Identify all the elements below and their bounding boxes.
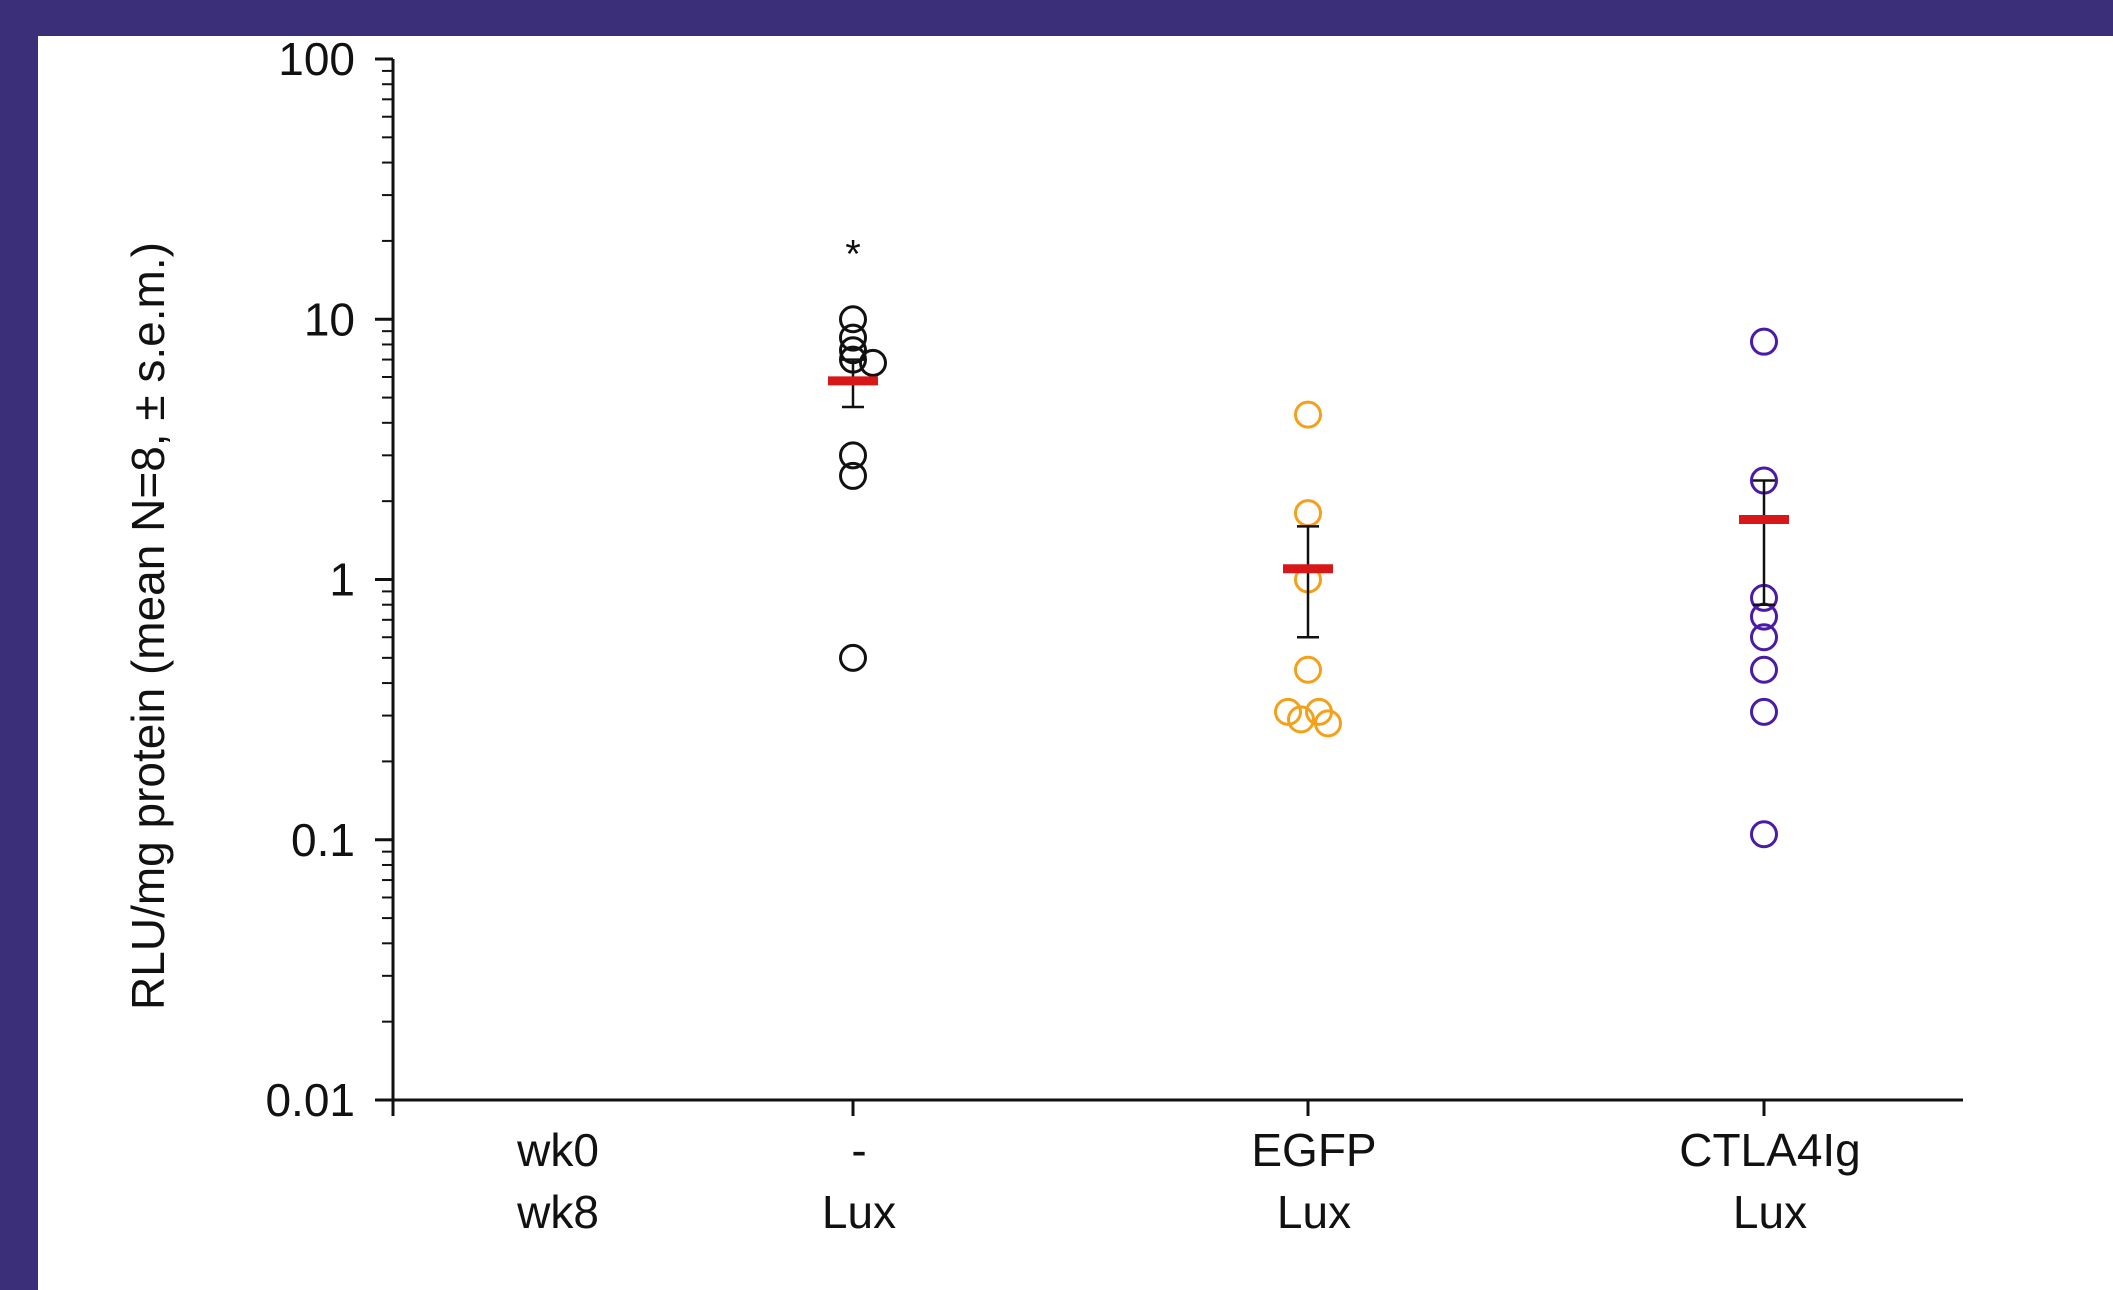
series-group-2 — [1739, 327, 1789, 849]
data-point — [1750, 327, 1778, 356]
data-point — [859, 348, 887, 377]
category-label-wk0: CTLA4Ig — [1679, 1124, 1861, 1176]
data-point — [1750, 655, 1778, 684]
data-point — [839, 305, 867, 334]
data-point — [1294, 655, 1322, 684]
category-label-wk8: Lux — [822, 1186, 896, 1238]
x-axis: wk0 wk8 - Lux EGFP Lux CTLA4Ig Lux — [391, 1098, 1963, 1238]
data-point — [839, 441, 867, 470]
y-axis: 100 10 1 0.1 0.01 — [265, 36, 395, 1126]
y-tick-label: 1 — [329, 554, 355, 606]
row-label-wk8: wk8 — [516, 1186, 599, 1238]
row-label-wk0: wk0 — [516, 1124, 599, 1176]
y-tick-label: 100 — [278, 36, 355, 85]
y-tick-label: 0.01 — [265, 1074, 355, 1126]
category-label-wk8: Lux — [1733, 1186, 1807, 1238]
series-group-0: * — [828, 232, 887, 672]
category-label-wk0: - — [851, 1124, 866, 1176]
data-point — [1287, 705, 1315, 734]
series-group-1 — [1274, 400, 1342, 738]
data-series: * — [828, 232, 1789, 849]
data-point — [839, 323, 867, 352]
data-point — [1750, 697, 1778, 726]
data-point — [1314, 709, 1342, 738]
data-point — [1294, 400, 1322, 429]
category-label-wk0: EGFP — [1251, 1124, 1376, 1176]
chart-panel: 100 10 1 0.1 0.01 wk0 wk8 - Lux EGFP Lux CTLA4Ig Lu… — [38, 36, 2113, 1290]
data-point — [1750, 623, 1778, 652]
category-label-wk8: Lux — [1277, 1186, 1351, 1238]
y-tick-label: 0.1 — [291, 814, 355, 866]
chart-svg: 100 10 1 0.1 0.01 wk0 wk8 - Lux EGFP Lux CTLA4Ig Lu… — [122, 36, 1963, 1238]
y-axis-label: RLU/mg protein (mean N=8, ± s.e.m.) — [122, 242, 174, 1010]
data-point — [839, 461, 867, 490]
data-point — [1294, 499, 1322, 528]
data-point — [1750, 820, 1778, 849]
data-point — [839, 643, 867, 672]
significance-marker: * — [845, 232, 861, 276]
y-tick-label: 10 — [304, 293, 355, 345]
